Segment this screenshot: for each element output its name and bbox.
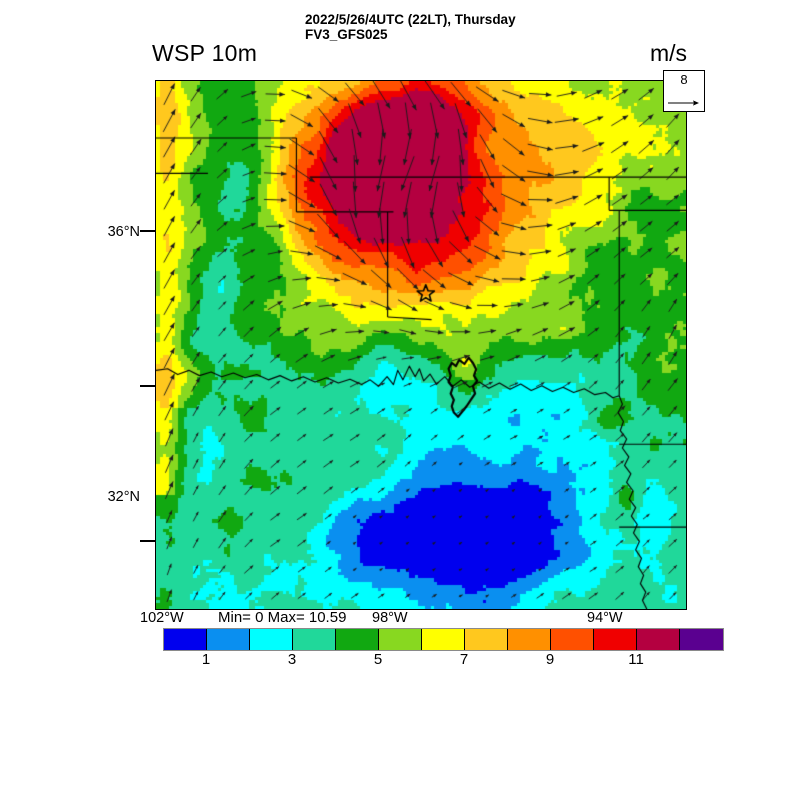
colorbar-band (164, 629, 207, 650)
title-model: FV3_GFS025 (305, 27, 388, 42)
chart-title: 2022/5/26/4UTC (22LT), Thursday FV3_GFS0… (305, 12, 516, 42)
colorbar-band (422, 629, 465, 650)
colorbar-tick-label: 5 (373, 651, 383, 668)
colorbar-band (680, 629, 723, 650)
lon-label-94W: 94°W (587, 610, 623, 626)
reference-vector-legend: 8 (663, 70, 705, 112)
lon-label-102W: 102°W (140, 610, 184, 626)
lat-tick-36N (140, 230, 155, 232)
colorbar-band (250, 629, 293, 650)
minmax-readout: Min= 0 Max= 10.59 (218, 609, 347, 626)
variable-label: WSP 10m (152, 40, 258, 66)
colorbar-band (207, 629, 250, 650)
colorbar-tick-label: 11 (628, 651, 644, 668)
units-label: m/s (650, 40, 688, 66)
colorbar-tick-label: 3 (287, 651, 297, 668)
map-plot-area[interactable] (155, 80, 687, 610)
colorbar-tick-label: 7 (459, 651, 469, 668)
colorbar-band (293, 629, 336, 650)
colorbar-band (379, 629, 422, 650)
colorbar-tick-label: 9 (545, 651, 555, 668)
lon-label-98W: 98°W (372, 610, 408, 626)
colorbar-band (594, 629, 637, 650)
arrow-right-icon (668, 95, 700, 113)
colorbar[interactable] (163, 628, 724, 651)
reference-vector-value: 8 (680, 72, 688, 87)
title-datetime: 2022/5/26/4UTC (22LT), Thursday (305, 12, 516, 27)
colorbar-tick-labels: 1 3 5 7 9 11 (163, 651, 722, 671)
lat-tick-32N (140, 540, 155, 542)
lat-label-32N: 32°N (107, 489, 140, 505)
colorbar-tick-label: 1 (201, 651, 211, 668)
colorbar-band (551, 629, 594, 650)
lat-label-36N: 36°N (107, 224, 140, 240)
lat-tick-34N (140, 385, 155, 387)
colorbar-band (336, 629, 379, 650)
colorbar-band (465, 629, 508, 650)
wind-vector-field (156, 81, 686, 609)
colorbar-band (508, 629, 551, 650)
colorbar-band (637, 629, 680, 650)
